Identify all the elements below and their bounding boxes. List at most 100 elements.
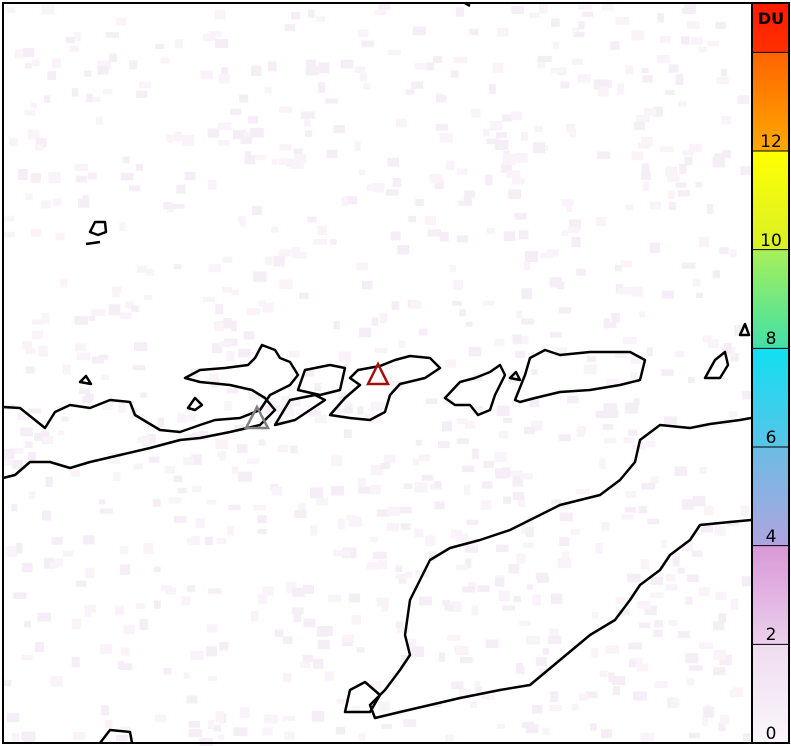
noise-pixel	[624, 65, 634, 75]
noise-pixel	[558, 434, 572, 442]
noise-pixel	[692, 278, 701, 286]
noise-pixel	[206, 646, 218, 657]
noise-pixel	[515, 335, 529, 344]
noise-pixel	[348, 516, 363, 527]
noise-pixel	[615, 597, 629, 605]
noise-pixel	[661, 290, 675, 299]
noise-pixel	[47, 71, 57, 81]
noise-pixel	[313, 239, 328, 245]
noise-pixel	[661, 539, 668, 548]
noise-pixel	[75, 580, 87, 587]
noise-pixel	[97, 66, 109, 75]
noise-pixel	[177, 487, 187, 494]
noise-pixel	[463, 484, 471, 496]
noise-pixel	[328, 594, 342, 603]
noise-pixel	[183, 434, 193, 441]
noise-pixel	[120, 172, 134, 181]
noise-pixel	[492, 62, 504, 73]
volcano-triangle-icon[interactable]	[243, 404, 271, 430]
noise-pixel	[296, 511, 306, 518]
noise-pixel	[503, 150, 510, 156]
noise-pixel	[117, 660, 125, 670]
noise-pixel	[174, 39, 183, 49]
noise-pixel	[239, 216, 247, 227]
noise-pixel	[649, 242, 661, 254]
noise-pixel	[325, 98, 339, 104]
noise-pixel	[441, 421, 453, 432]
noise-pixel	[551, 18, 560, 27]
noise-pixel	[508, 189, 522, 199]
noise-pixel	[51, 58, 61, 68]
noise-pixel	[305, 130, 313, 138]
noise-pixel	[104, 719, 113, 728]
colorbar-segment	[752, 644, 789, 743]
noise-pixel	[214, 9, 226, 20]
noise-pixel	[712, 621, 725, 631]
noise-pixel	[678, 101, 687, 107]
noise-pixel	[191, 432, 206, 440]
noise-pixel	[279, 106, 293, 113]
noise-pixel	[606, 378, 620, 388]
noise-pixel	[526, 635, 541, 645]
noise-pixel	[282, 715, 296, 722]
noise-pixel	[237, 348, 251, 358]
noise-pixel	[614, 352, 627, 358]
noise-pixel	[452, 280, 463, 290]
noise-pixel	[481, 481, 493, 489]
noise-pixel	[137, 436, 150, 444]
noise-pixel	[370, 401, 383, 412]
noise-pixel	[86, 93, 93, 103]
noise-pixel	[395, 573, 409, 579]
noise-pixel	[630, 372, 638, 380]
noise-pixel	[685, 596, 693, 605]
volcano-active-triangle-icon[interactable]	[365, 361, 391, 386]
noise-pixel	[514, 212, 527, 220]
noise-pixel	[415, 439, 422, 446]
noise-pixel	[199, 737, 214, 746]
noise-pixel	[50, 676, 63, 687]
noise-pixel	[173, 475, 183, 483]
noise-pixel	[155, 43, 165, 50]
noise-pixel	[195, 518, 205, 529]
noise-pixel	[115, 17, 127, 26]
noise-pixel	[27, 129, 40, 140]
noise-pixel	[462, 586, 476, 593]
noise-pixel	[3, 448, 15, 460]
noise-pixel	[415, 198, 424, 206]
noise-pixel	[206, 499, 217, 505]
noise-pixel	[383, 454, 396, 464]
noise-pixel	[434, 480, 442, 489]
noise-pixel	[433, 702, 442, 708]
noise-pixel	[449, 601, 462, 612]
noise-pixel	[119, 546, 129, 555]
noise-pixel	[52, 198, 62, 206]
noise-pixel	[253, 271, 267, 282]
noise-pixel	[387, 157, 399, 167]
noise-pixel	[699, 467, 707, 474]
noise-pixel	[223, 317, 232, 329]
noise-pixel	[515, 351, 526, 358]
noise-pixel	[625, 490, 637, 498]
noise-pixel	[647, 518, 660, 525]
noise-pixel	[509, 470, 523, 477]
noise-pixel	[688, 665, 703, 671]
noise-pixel	[578, 21, 585, 30]
noise-pixel	[24, 441, 33, 448]
noise-pixel	[620, 287, 634, 295]
noise-pixel	[598, 79, 612, 88]
noise-pixel	[542, 727, 550, 736]
noise-pixel	[190, 650, 204, 660]
noise-pixel	[523, 426, 536, 435]
noise-pixel	[186, 695, 198, 704]
noise-pixel	[398, 340, 406, 348]
noise-pixel	[611, 675, 626, 685]
noise-pixel	[695, 181, 702, 188]
noise-pixel	[109, 53, 117, 63]
noise-pixel	[548, 635, 562, 645]
noise-pixel	[380, 463, 391, 470]
noise-pixel	[538, 55, 552, 63]
noise-pixel	[650, 592, 664, 599]
noise-pixel	[442, 600, 451, 606]
noise-pixel	[579, 693, 589, 701]
noise-pixel	[182, 134, 195, 146]
